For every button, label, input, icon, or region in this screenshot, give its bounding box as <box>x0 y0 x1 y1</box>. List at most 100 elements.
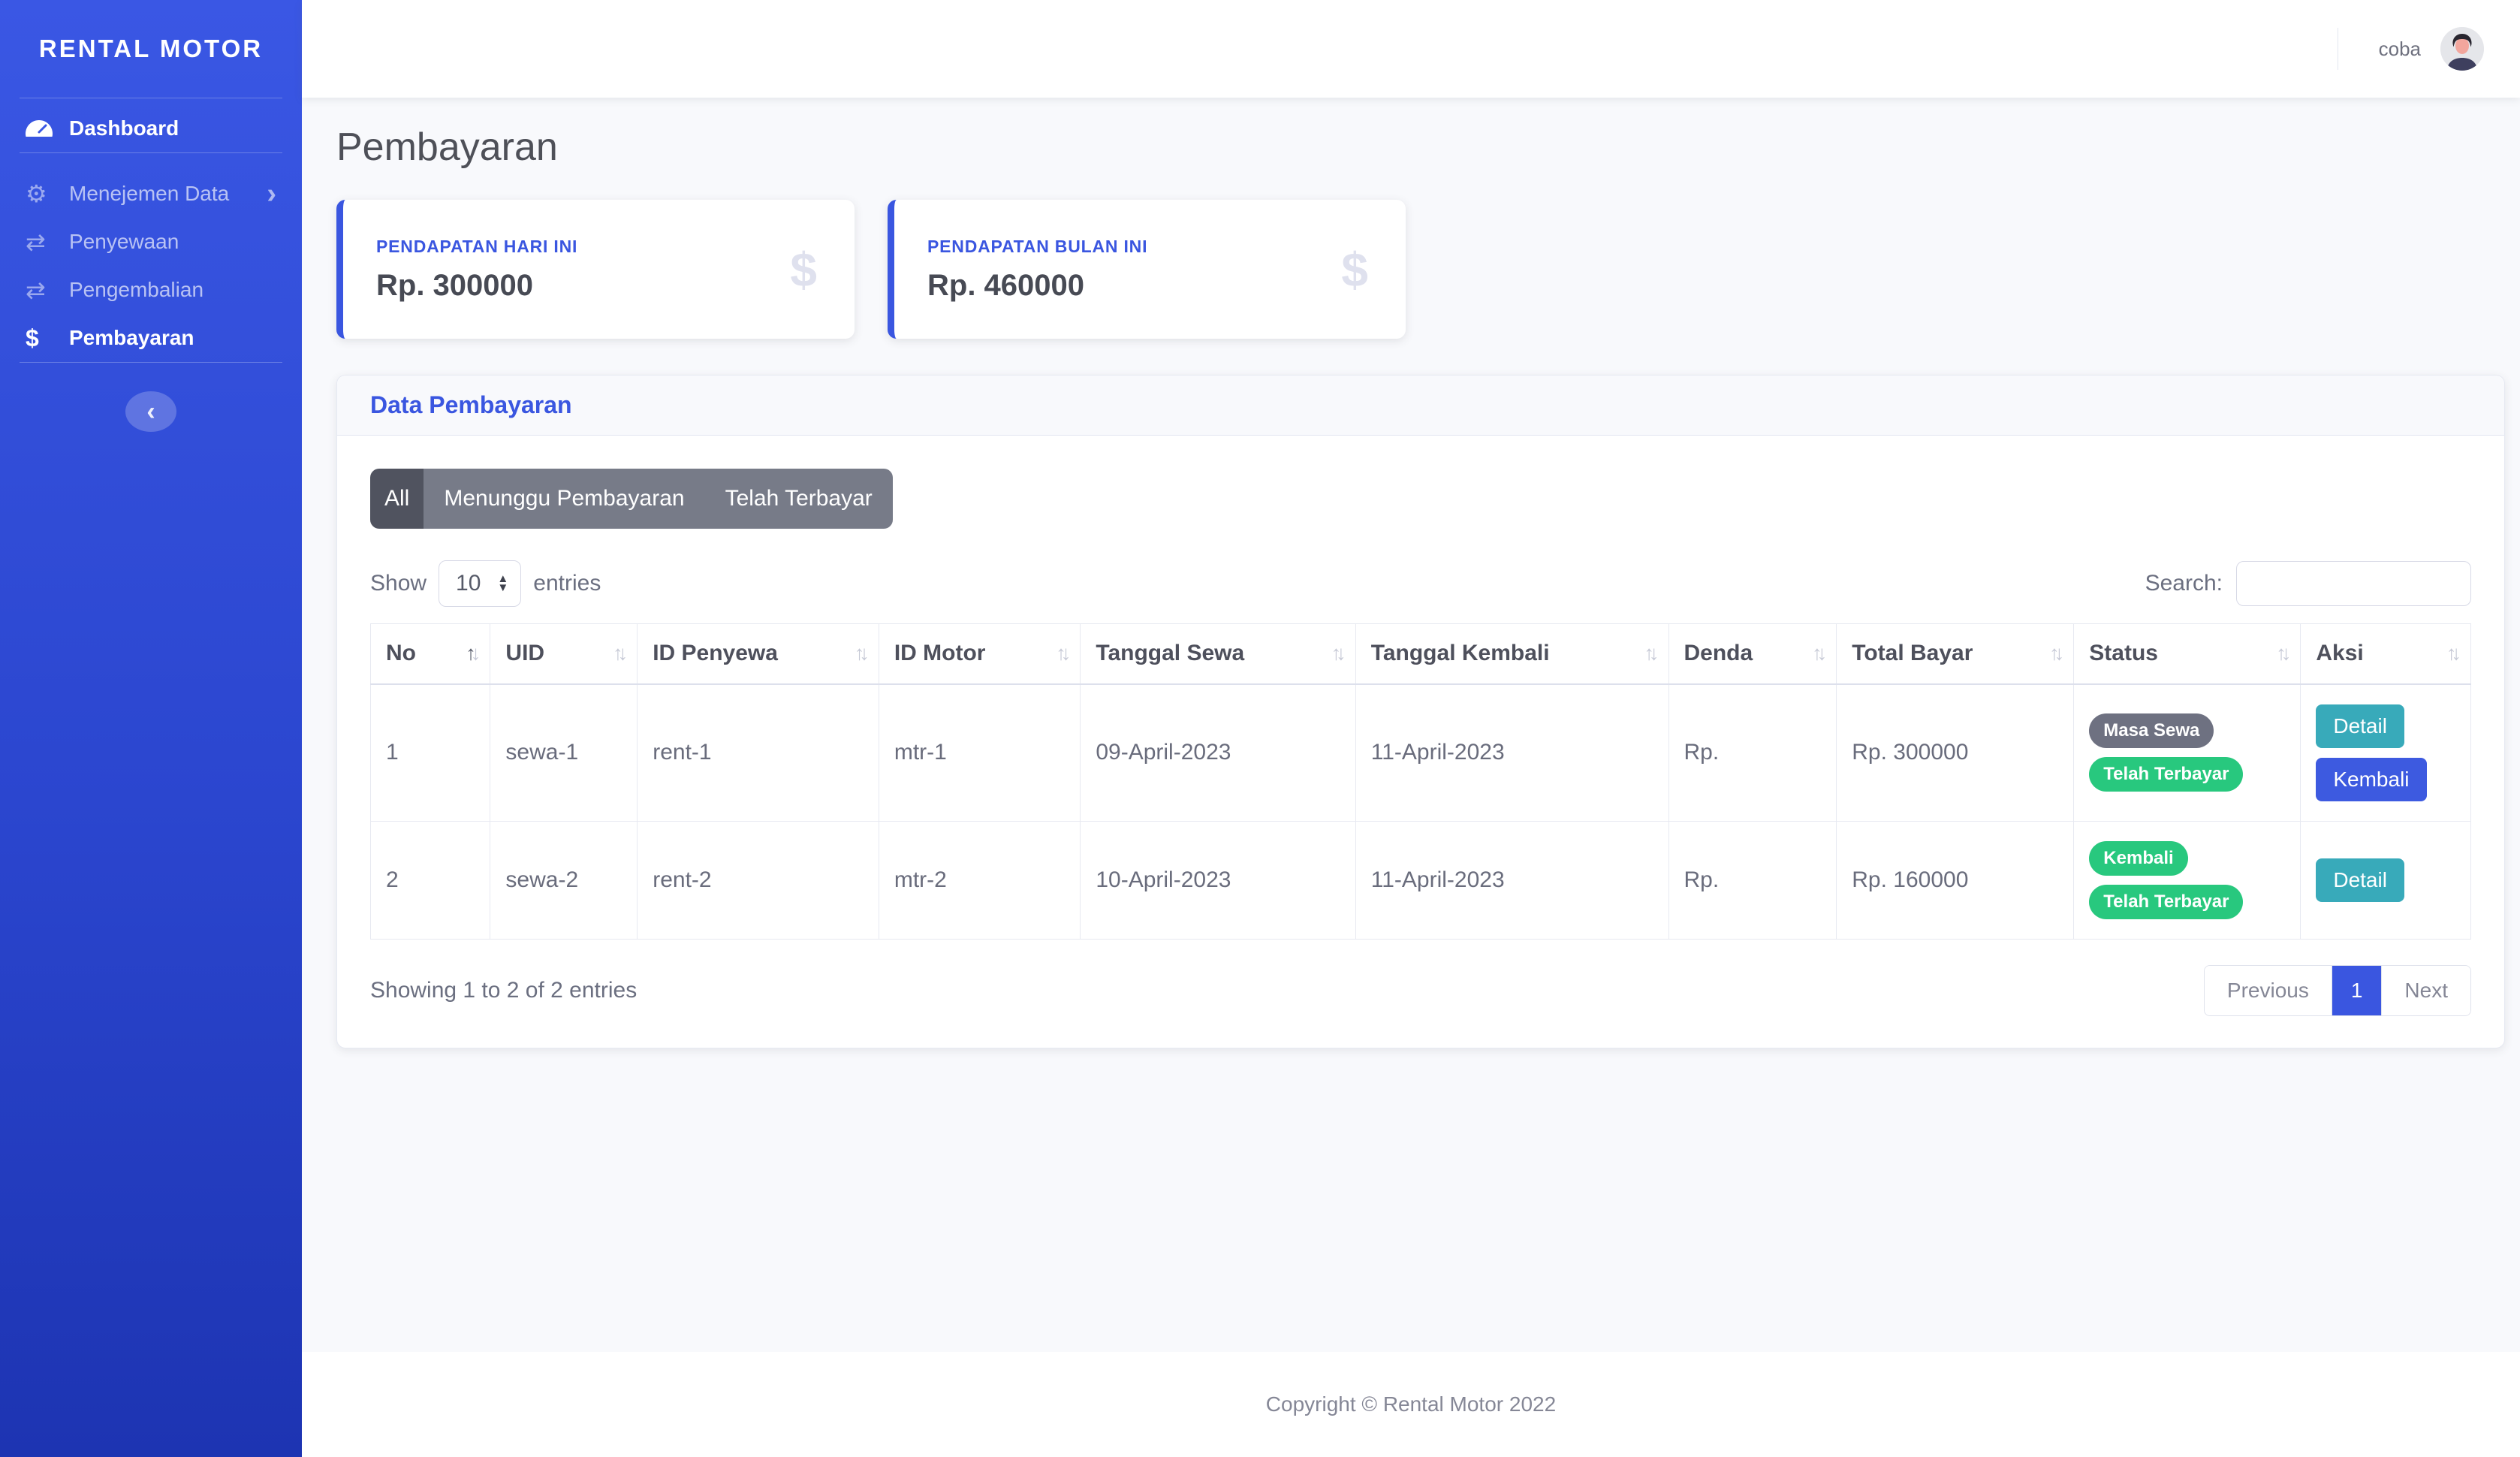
sort-icon: ↑↓ <box>466 641 481 665</box>
sidebar-item-label: Dashboard <box>69 116 179 140</box>
sidebar-item-dashboard[interactable]: Dashboard <box>0 104 302 152</box>
card-body: All Menunggu Pembayaran Telah Terbayar S… <box>337 436 2504 1048</box>
copyright-text: Copyright © Rental Motor 2022 <box>1265 1392 1557 1416</box>
page-title: Pembayaran <box>336 125 558 169</box>
status-badge: Telah Terbayar <box>2089 757 2244 792</box>
sidebar-divider <box>20 152 282 153</box>
status-badge: Masa Sewa <box>2089 713 2214 748</box>
sidebar-item-label: Pembayaran <box>69 326 194 349</box>
sidebar-divider <box>20 362 282 363</box>
exchange-arrows-icon: ⇄ <box>26 276 46 303</box>
sidebar-item-penyewaan[interactable]: ⇄ Penyewaan <box>0 218 302 266</box>
dollar-sign-icon: $ <box>1341 242 1368 297</box>
gear-icon: ⚙ <box>26 180 47 207</box>
stat-label: PENDAPATAN HARI INI <box>376 236 578 256</box>
table-controls: Show 10 ▲ ▼ entries Search: <box>370 560 2471 607</box>
payments-table: No ↑↓ UID ↑↓ ID Penyewa ↑↓ ID Motor ↑↓ Tangg… <box>369 623 2471 940</box>
page-length-control: Show 10 ▲ ▼ entries <box>370 560 601 607</box>
sort-icon: ↑↓ <box>1812 641 1827 665</box>
stat-cards-row: PENDAPATAN HARI INI Rp. 300000 $ PENDAPA… <box>336 200 2505 339</box>
sort-icon: ↑↓ <box>2446 641 2461 665</box>
data-pembayaran-card: Data Pembayaran All Menunggu Pembayaran … <box>336 375 2505 1048</box>
status-filter-group: All Menunggu Pembayaran Telah Terbayar <box>370 469 893 529</box>
cell-total-bayar: Rp. 300000 <box>1836 683 2075 822</box>
cell-id-penyewa: rent-1 <box>637 683 879 822</box>
cell-no: 1 <box>369 683 491 822</box>
filter-telah-terbayar-button[interactable]: Telah Terbayar <box>704 469 893 529</box>
main-area: coba Pembayaran PENDAPATAN HARI INI <box>302 0 2520 1457</box>
column-header-status[interactable]: Status ↑↓ <box>2073 623 2301 685</box>
sidebar-collapse-button[interactable]: ‹ <box>125 391 176 432</box>
column-header-id-motor[interactable]: ID Motor ↑↓ <box>878 623 1081 685</box>
cell-status: Kembali Telah Terbayar <box>2073 820 2301 940</box>
cell-id-penyewa: rent-2 <box>637 820 879 940</box>
sidebar-item-pengembalian[interactable]: ⇄ Pengembalian <box>0 266 302 314</box>
cell-tanggal-kembali: 11-April-2023 <box>1355 683 1669 822</box>
cell-uid: sewa-2 <box>490 820 638 940</box>
cell-aksi: Detail Kembali <box>2300 683 2471 822</box>
column-header-tanggal-kembali[interactable]: Tanggal Kembali ↑↓ <box>1355 623 1669 685</box>
table-search: Search: <box>2145 561 2471 606</box>
exchange-arrows-icon: ⇄ <box>26 228 46 255</box>
column-header-total-bayar[interactable]: Total Bayar ↑↓ <box>1836 623 2075 685</box>
cell-id-motor: mtr-1 <box>878 683 1081 822</box>
pagination-previous-button[interactable]: Previous <box>2204 965 2332 1015</box>
column-header-uid[interactable]: UID ↑↓ <box>490 623 638 685</box>
sidebar-item-pembayaran[interactable]: $ Pembayaran <box>0 314 302 362</box>
stat-label: PENDAPATAN BULAN INI <box>927 236 1148 256</box>
page-length-value: 10 <box>456 571 481 596</box>
sidebar: RENTAL MOTOR Dashboard ⚙ Menejemen Data … <box>0 0 302 1457</box>
status-badge: Kembali <box>2089 840 2188 876</box>
search-input[interactable] <box>2236 561 2471 606</box>
avatar <box>2440 27 2484 71</box>
cell-denda: Rp. <box>1668 683 1837 822</box>
kembali-button[interactable]: Kembali <box>2316 757 2427 801</box>
cell-tanggal-sewa: 10-April-2023 <box>1080 820 1356 940</box>
stat-value: Rp. 460000 <box>927 268 1085 302</box>
table-header-row: No ↑↓ UID ↑↓ ID Penyewa ↑↓ ID Motor ↑↓ Tangg… <box>369 623 2471 685</box>
cell-total-bayar: Rp. 160000 <box>1836 820 2075 940</box>
footer: Copyright © Rental Motor 2022 <box>302 1352 2520 1457</box>
user-menu[interactable]: coba <box>2379 27 2484 71</box>
column-header-id-penyewa[interactable]: ID Penyewa ↑↓ <box>637 623 879 685</box>
table-footer: Showing 1 to 2 of 2 entries Previous 1 N… <box>370 964 2471 1016</box>
status-badge: Telah Terbayar <box>2089 884 2244 919</box>
column-header-tanggal-sewa[interactable]: Tanggal Sewa ↑↓ <box>1080 623 1356 685</box>
cell-denda: Rp. <box>1668 820 1837 940</box>
sidebar-item-label: Pengembalian <box>69 278 204 301</box>
stat-value: Rp. 300000 <box>376 268 534 302</box>
detail-button[interactable]: Detail <box>2316 704 2404 748</box>
table-row: 1 sewa-1 rent-1 mtr-1 09-April-2023 11-A… <box>369 683 2471 822</box>
page-content: Pembayaran PENDAPATAN HARI INI Rp. 30000… <box>302 98 2520 1352</box>
pagination-page-1-button[interactable]: 1 <box>2331 965 2382 1015</box>
cell-aksi: Detail <box>2300 820 2471 940</box>
dollar-icon: $ <box>26 324 39 351</box>
sort-icon: ↑↓ <box>1644 641 1659 665</box>
sort-icon: ↑↓ <box>2049 641 2064 665</box>
select-arrows-icon: ▲ ▼ <box>497 572 509 594</box>
chevron-right-icon: › <box>267 178 276 210</box>
cell-id-motor: mtr-2 <box>878 820 1081 940</box>
table-info: Showing 1 to 2 of 2 entries <box>370 977 638 1003</box>
sidebar-item-menejemen-data[interactable]: ⚙ Menejemen Data › <box>0 170 302 218</box>
column-header-aksi[interactable]: Aksi ↑↓ <box>2300 623 2471 685</box>
cell-tanggal-sewa: 09-April-2023 <box>1080 683 1356 822</box>
sidebar-nav: Dashboard ⚙ Menejemen Data › ⇄ Penyewaan… <box>0 98 302 432</box>
column-header-denda[interactable]: Denda ↑↓ <box>1668 623 1837 685</box>
sort-icon: ↑↓ <box>2276 641 2291 665</box>
sidebar-item-label: Penyewaan <box>69 230 179 253</box>
filter-all-button[interactable]: All <box>370 469 424 529</box>
chevron-left-icon: ‹ <box>146 397 155 426</box>
filter-menunggu-pembayaran-button[interactable]: Menunggu Pembayaran <box>424 469 705 529</box>
sidebar-item-label: Menejemen Data <box>69 182 230 205</box>
column-header-no[interactable]: No ↑↓ <box>369 623 491 685</box>
stat-card-pendapatan-hari-ini: PENDAPATAN HARI INI Rp. 300000 $ <box>336 200 855 339</box>
pagination-next-button[interactable]: Next <box>2381 965 2470 1015</box>
cell-tanggal-kembali: 11-April-2023 <box>1355 820 1669 940</box>
page-length-select[interactable]: 10 ▲ ▼ <box>439 560 522 607</box>
pagination: Previous 1 Next <box>2203 964 2471 1016</box>
topbar: coba <box>302 0 2520 98</box>
detail-button[interactable]: Detail <box>2316 858 2404 902</box>
brand[interactable]: RENTAL MOTOR <box>38 35 264 62</box>
